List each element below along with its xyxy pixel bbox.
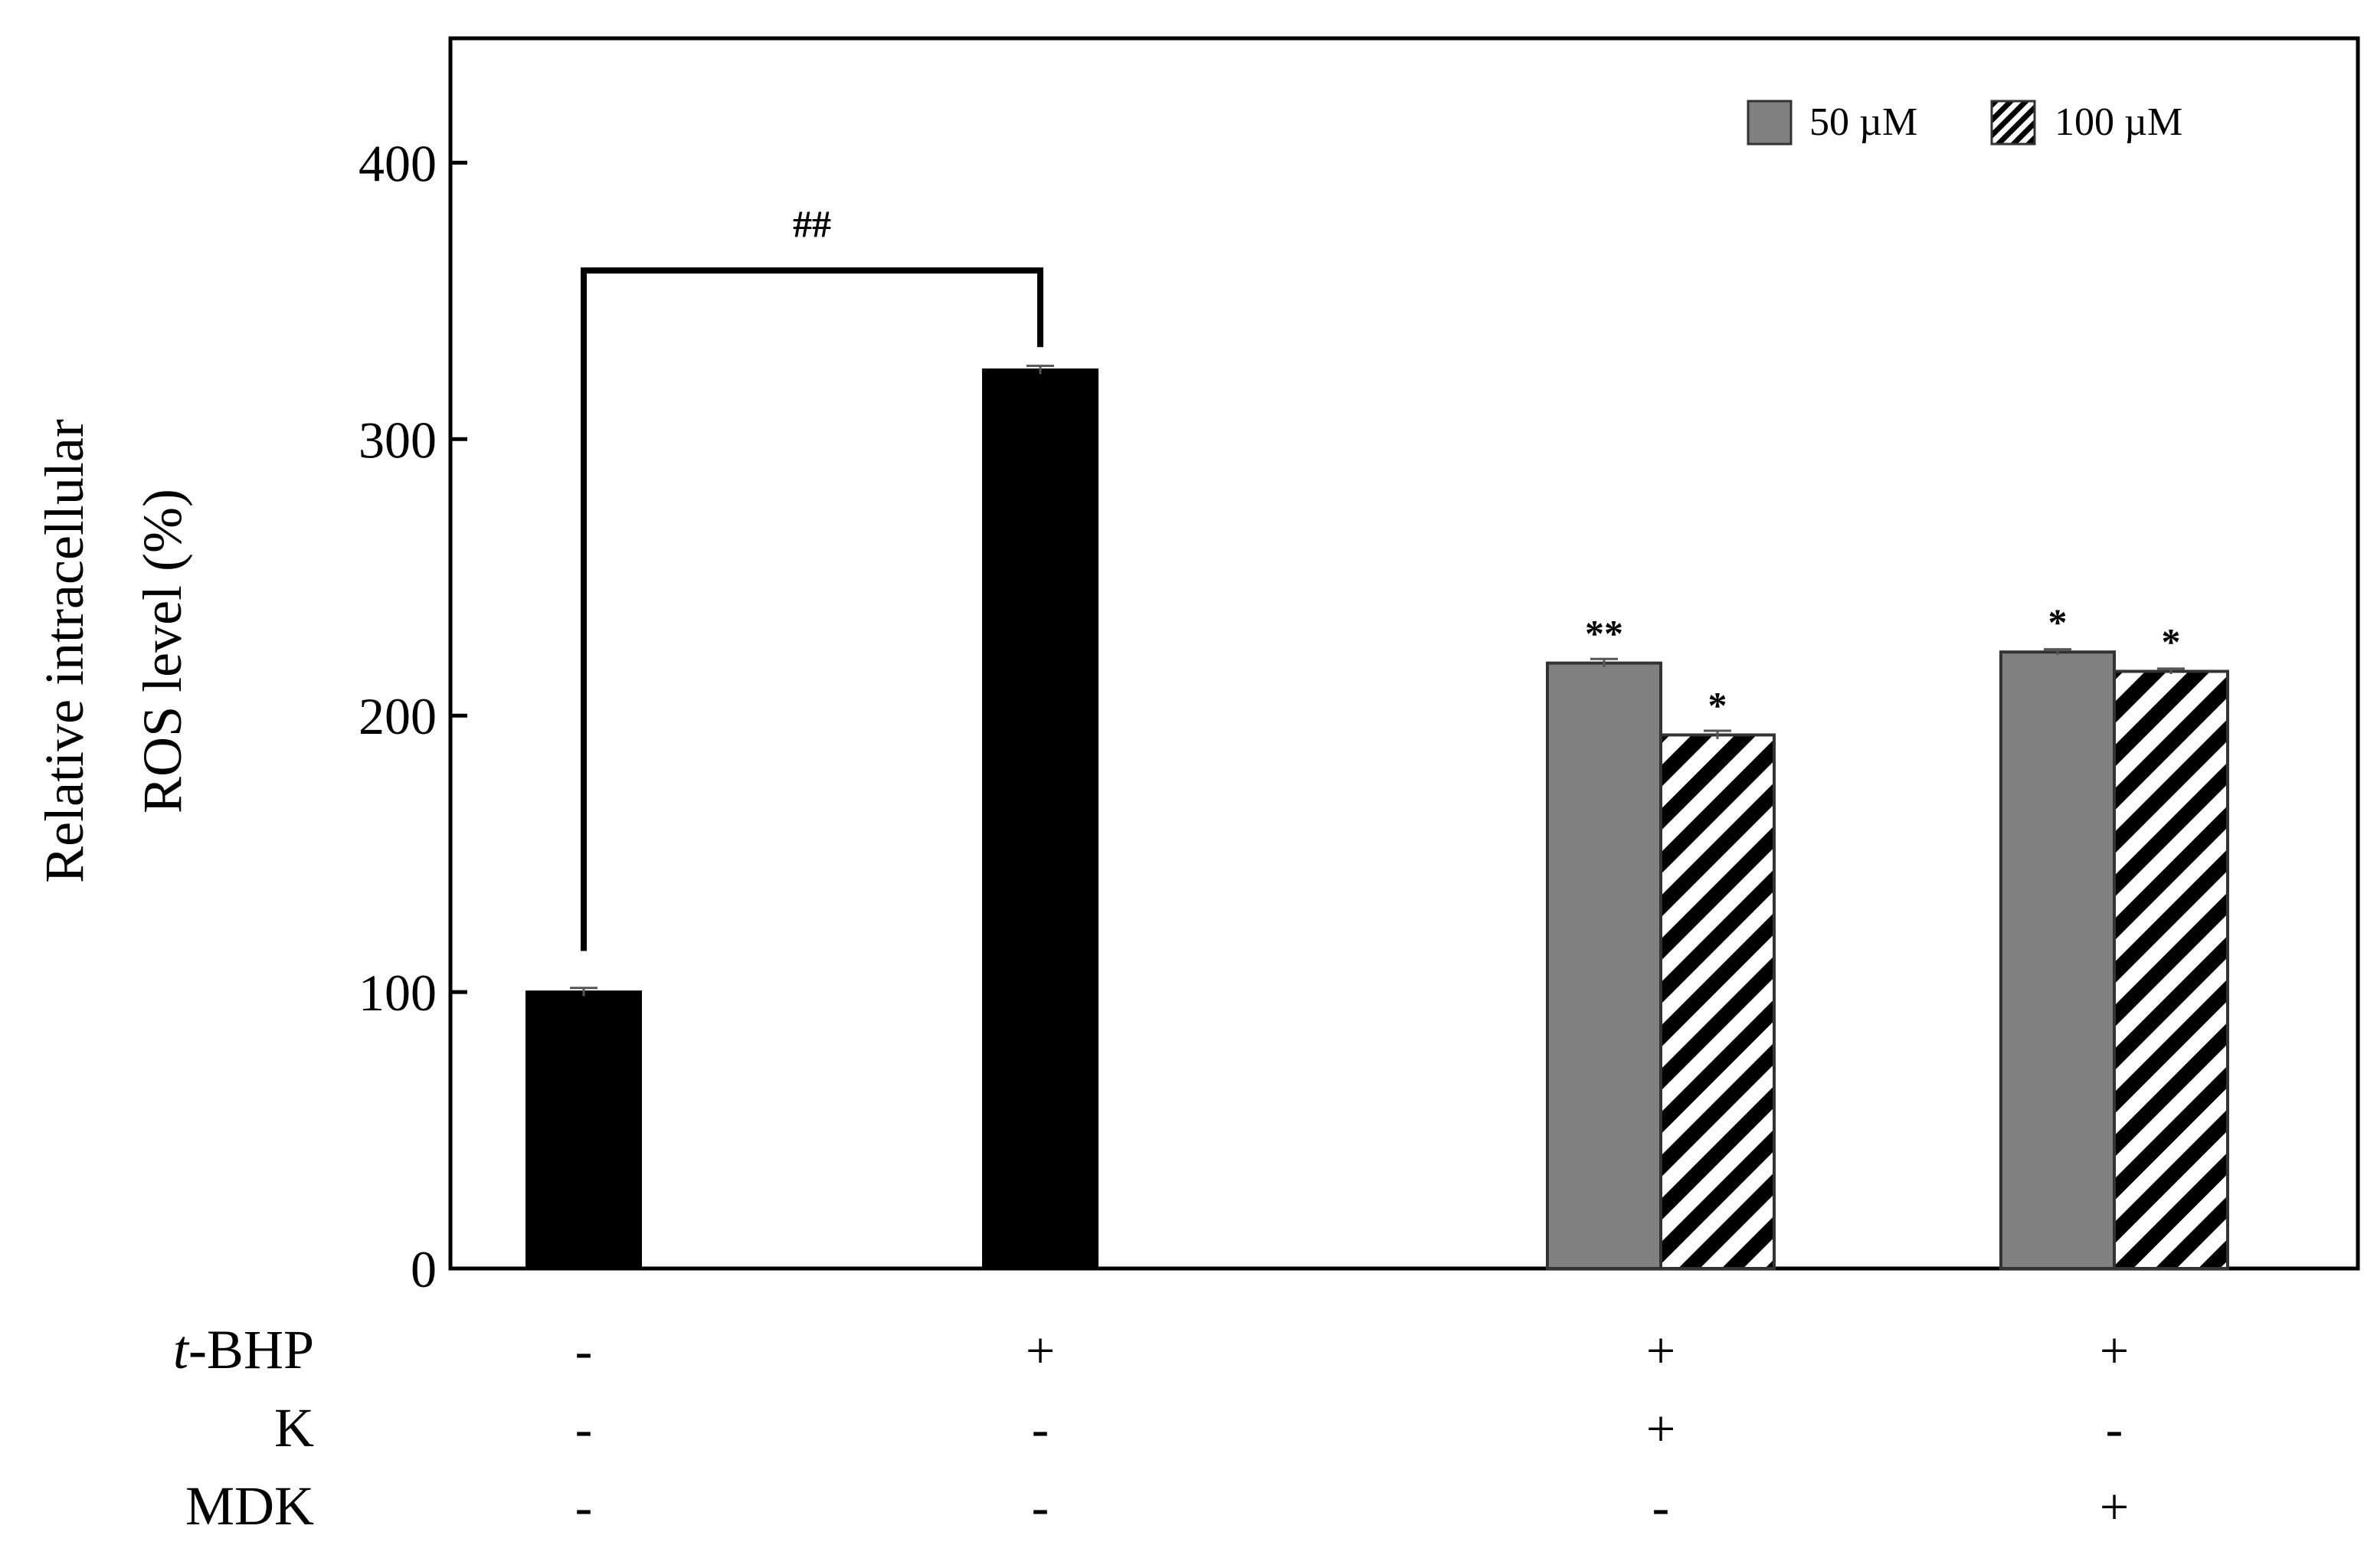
legend-swatch-50 xyxy=(1747,100,1793,146)
treatment-sign: - xyxy=(1032,1399,1049,1458)
bar-group3-bar1 xyxy=(2113,669,2229,1270)
plot-frame xyxy=(448,36,2360,1271)
treatment-label-text: -BHP xyxy=(188,1319,314,1380)
y-tick-label: 0 xyxy=(411,1240,437,1298)
treatment-label-text: MDK xyxy=(185,1475,314,1537)
bar-group3-bar0 xyxy=(1999,650,2116,1270)
legend-label-50: 50 µM xyxy=(1809,100,1917,144)
y-tick-label: 400 xyxy=(359,134,437,192)
treatment-sign: - xyxy=(575,1399,593,1458)
treatment-label-0: t-BHP xyxy=(173,1319,314,1380)
significance-marker: * xyxy=(2048,601,2068,643)
treatment-sign: - xyxy=(1032,1478,1049,1536)
treatment-sign: + xyxy=(1646,1399,1675,1458)
y-tick-label: 100 xyxy=(359,964,437,1022)
treatment-sign: + xyxy=(2100,1478,2129,1536)
bar-group2-bar0 xyxy=(1546,661,1662,1270)
treatment-label-1: K xyxy=(274,1397,314,1458)
legend-swatch-100 xyxy=(1990,100,2036,146)
bar-group1-bar0 xyxy=(982,368,1099,1271)
treatment-label-text: K xyxy=(274,1397,314,1458)
treatment-sign: + xyxy=(2100,1321,2129,1380)
legend-label-100: 100 µM xyxy=(2055,100,2182,144)
y-axis-title-line1: Relative intracellular xyxy=(34,419,95,883)
treatment-sign: + xyxy=(1026,1321,1055,1380)
treatment-sign: - xyxy=(575,1478,593,1536)
significance-bracket xyxy=(581,267,1043,951)
treatment-sign: - xyxy=(2106,1399,2123,1458)
bracket-label: ## xyxy=(793,202,831,245)
treatment-sign: - xyxy=(575,1321,593,1380)
bar-group0-bar0 xyxy=(526,990,642,1270)
treatment-sign: + xyxy=(1646,1321,1675,1380)
treatment-label-2: MDK xyxy=(185,1475,314,1537)
y-tick-label: 200 xyxy=(359,687,437,745)
y-axis-title-line2: ROS level (%) xyxy=(132,489,193,813)
y-tick-label: 300 xyxy=(359,411,437,469)
treatment-label-italic: t xyxy=(173,1319,190,1380)
significance-marker: ** xyxy=(1585,612,1623,655)
treatment-sign: - xyxy=(1652,1478,1670,1536)
bar-group2-bar1 xyxy=(1659,733,1776,1270)
significance-marker: * xyxy=(2162,620,2181,663)
significance-marker: * xyxy=(1708,683,1727,726)
